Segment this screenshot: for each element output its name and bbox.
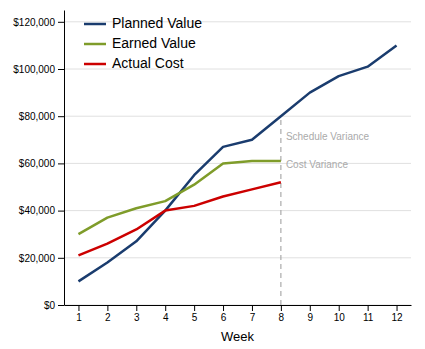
series-line (78, 45, 396, 281)
x-axis: 123456789101112 (65, 305, 412, 323)
legend-swatch (84, 63, 106, 66)
x-tick-label: 2 (105, 312, 111, 323)
y-tick: $0 (44, 300, 64, 311)
y-tick: $60,000 (19, 158, 64, 169)
x-tick-label: 10 (334, 312, 346, 323)
x-tick-mark (310, 305, 311, 311)
y-tick-label: $40,000 (19, 205, 56, 216)
x-tick: 10 (334, 305, 346, 323)
legend-label: Planned Value (112, 15, 202, 31)
y-tick-mark (58, 258, 64, 259)
y-tick: $80,000 (19, 111, 64, 122)
grid-line (64, 305, 411, 306)
y-tick-mark (58, 305, 64, 306)
y-tick-mark (58, 211, 64, 212)
x-axis-title: Week (221, 329, 254, 344)
y-tick-mark (58, 163, 64, 164)
x-tick: 3 (134, 305, 140, 323)
x-tick-mark (397, 305, 398, 311)
y-tick-label: $60,000 (19, 158, 56, 169)
legend-swatch (84, 43, 106, 46)
y-tick: $40,000 (19, 205, 64, 216)
x-tick-label: 5 (192, 312, 198, 323)
grid-line (64, 116, 411, 117)
grid-line (64, 210, 411, 211)
legend: Planned Value Earned Value Actual Cost (84, 15, 202, 71)
x-tick-mark (136, 305, 137, 311)
y-tick-mark (58, 22, 64, 23)
legend-swatch (84, 23, 106, 26)
y-tick-label: $80,000 (19, 111, 56, 122)
y-tick-label: $120,000 (13, 17, 55, 28)
grid (64, 22, 411, 305)
x-tick-label: 12 (391, 312, 403, 323)
x-tick: 6 (221, 305, 227, 323)
x-tick-mark (281, 305, 282, 311)
x-tick: 9 (308, 305, 314, 323)
y-tick: $100,000 (13, 64, 64, 75)
y-tick: $20,000 (19, 252, 64, 263)
x-tick-label: 3 (134, 312, 140, 323)
x-tick-label: 7 (250, 312, 256, 323)
plot-area (78, 45, 396, 305)
x-tick: 12 (391, 305, 403, 323)
y-tick-label: $0 (44, 300, 56, 311)
x-tick: 2 (105, 305, 111, 323)
chart: 123456789101112$0$20,000$40,000$60,000$8… (0, 0, 425, 349)
y-tick: $120,000 (13, 17, 64, 28)
x-tick: 1 (76, 305, 82, 323)
y-axis-line (64, 11, 65, 306)
x-axis-line (65, 305, 412, 306)
x-tick-label: 1 (76, 312, 82, 323)
x-tick-label: 4 (163, 312, 169, 323)
x-tick: 7 (250, 305, 256, 323)
x-tick-label: 6 (221, 312, 227, 323)
x-tick-mark (339, 305, 340, 311)
x-tick-mark (252, 305, 253, 311)
y-tick-label: $20,000 (19, 252, 56, 263)
series-line (78, 161, 280, 234)
legend-label: Actual Cost (112, 55, 184, 71)
x-tick-mark (165, 305, 166, 311)
x-tick: 5 (192, 305, 198, 323)
x-tick-label: 9 (308, 312, 314, 323)
x-tick: 8 (279, 305, 285, 323)
y-axis: $0 $20,000 $40,000 $60,000 $80,000 $100,000 $1… (13, 11, 64, 311)
x-tick-mark (368, 305, 369, 311)
x-tick-mark (223, 305, 224, 311)
y-tick-mark (58, 69, 64, 70)
legend-label: Earned Value (112, 35, 196, 51)
annotation: Schedule Variance (286, 131, 370, 142)
x-tick-label: 11 (363, 312, 374, 323)
annotation: Cost Variance (286, 159, 349, 170)
reference-line (280, 116, 281, 305)
x-tick-mark (78, 305, 79, 311)
y-tick-mark (58, 116, 64, 117)
series-line (78, 182, 280, 255)
x-tick-mark (194, 305, 195, 311)
x-tick: 4 (163, 305, 169, 323)
x-tick: 11 (363, 305, 374, 323)
y-tick-label: $100,000 (13, 64, 55, 75)
x-tick-mark (107, 305, 108, 311)
x-tick-label: 8 (279, 312, 285, 323)
